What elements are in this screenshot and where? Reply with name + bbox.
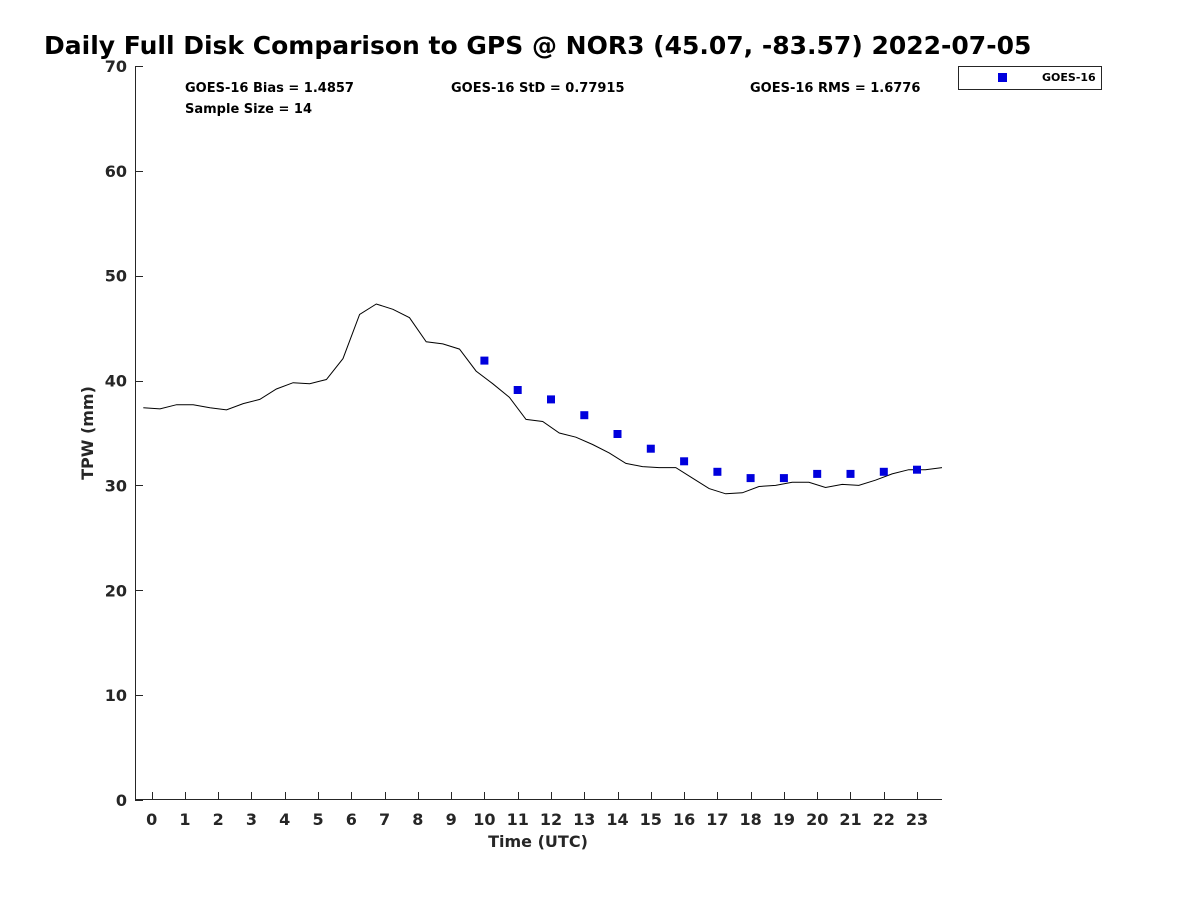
x-tick-label: 0 xyxy=(146,810,157,829)
x-tick-label: 1 xyxy=(179,810,190,829)
y-tick-label: 50 xyxy=(105,267,127,286)
goes16-point xyxy=(846,469,855,478)
x-ticks: 0 1 2 3 4 5 6 7 8 9 10 11 12 13 14 15 16 17 18 19 20 21 22 23 xyxy=(146,792,928,829)
x-tick-label: 11 xyxy=(507,810,529,829)
stats-annotations: GOES-16 Bias = 1.4857 GOES-16 StD = 0.77… xyxy=(185,81,920,117)
x-tick-label: 23 xyxy=(906,810,928,829)
std-stat: GOES-16 StD = 0.77915 xyxy=(451,81,625,96)
goes16-point xyxy=(613,430,622,438)
x-tick-label: 3 xyxy=(246,810,257,829)
x-tick-label: 19 xyxy=(773,810,795,829)
y-tick-label: 0 xyxy=(116,791,127,810)
goes16-point xyxy=(480,356,489,365)
x-tick-label: 12 xyxy=(540,810,562,829)
y-ticks: 0 10 20 30 40 50 60 70 xyxy=(105,57,143,810)
legend-label: GOES-16 xyxy=(1042,71,1096,84)
goes16-point xyxy=(713,467,722,476)
x-tick-label: 5 xyxy=(312,810,323,829)
x-tick-label: 4 xyxy=(279,810,290,829)
y-axis-label: TPW (mm) xyxy=(78,386,97,480)
plot-area xyxy=(143,303,943,495)
x-tick-label: 14 xyxy=(606,810,628,829)
goes16-point xyxy=(779,474,788,483)
x-tick-label: 22 xyxy=(873,810,895,829)
x-tick-label: 2 xyxy=(213,810,224,829)
goes16-point xyxy=(547,395,555,404)
goes16-point xyxy=(513,386,522,394)
x-axis-label: Time (UTC) xyxy=(488,832,588,851)
x-tick-label: 9 xyxy=(446,810,457,829)
goes16-point xyxy=(879,467,888,476)
x-tick-label: 21 xyxy=(839,810,861,829)
rms-stat: GOES-16 RMS = 1.6776 xyxy=(750,81,920,96)
x-tick-label: 15 xyxy=(640,810,662,829)
goes16-point xyxy=(646,444,655,453)
y-tick-label: 60 xyxy=(105,162,127,181)
goes16-point xyxy=(580,411,589,420)
legend-marker xyxy=(998,73,1007,82)
y-tick-label: 10 xyxy=(105,686,127,705)
x-tick-label: 10 xyxy=(473,810,495,829)
x-tick-label: 20 xyxy=(806,810,828,829)
chart-title: Daily Full Disk Comparison to GPS @ NOR3… xyxy=(44,31,1031,60)
legend: GOES-16 xyxy=(958,66,1102,90)
x-tick-label: 8 xyxy=(412,810,423,829)
legend-box xyxy=(958,66,1102,90)
y-tick-label: 20 xyxy=(105,581,127,600)
goes16-point xyxy=(813,469,822,478)
x-tick-label: 18 xyxy=(740,810,762,829)
sample-size-stat: Sample Size = 14 xyxy=(185,102,312,117)
x-tick-label: 6 xyxy=(346,810,357,829)
goes16-point xyxy=(680,457,689,466)
y-tick-label: 70 xyxy=(105,57,127,76)
x-tick-label: 13 xyxy=(573,810,595,829)
y-tick-label: 30 xyxy=(105,476,127,495)
goes16-point xyxy=(913,465,921,474)
axes xyxy=(135,66,942,800)
x-tick-label: 17 xyxy=(706,810,728,829)
bias-stat: GOES-16 Bias = 1.4857 xyxy=(185,81,354,96)
y-tick-label: 40 xyxy=(105,372,127,391)
x-tick-label: 16 xyxy=(673,810,695,829)
goes16-point xyxy=(746,474,755,483)
gps-line xyxy=(143,303,943,495)
x-tick-label: 7 xyxy=(379,810,390,829)
